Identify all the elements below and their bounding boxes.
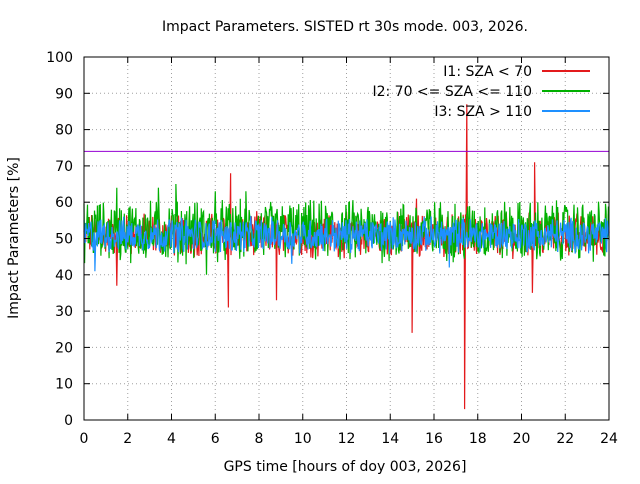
chart-title: Impact Parameters. SISTED rt 30s mode. 0… — [162, 19, 528, 35]
y-tick-label: 100 — [46, 50, 73, 66]
y-tick-label: 0 — [64, 413, 73, 429]
x-tick-label: 0 — [80, 431, 89, 447]
x-tick-label: 10 — [294, 431, 312, 447]
x-axis-label: GPS time [hours of doy 003, 2026] — [224, 459, 467, 475]
x-tick-label: 8 — [255, 431, 264, 447]
x-tick-label: 2 — [123, 431, 132, 447]
x-tick-label: 14 — [381, 431, 399, 447]
y-tick-label: 70 — [55, 159, 73, 175]
x-tick-label: 16 — [425, 431, 443, 447]
x-tick-label: 22 — [556, 431, 574, 447]
y-tick-label: 10 — [55, 377, 73, 393]
x-tick-label: 6 — [211, 431, 220, 447]
y-tick-label: 80 — [55, 123, 73, 139]
legend-label: I2: 70 <= SZA <= 110 — [372, 84, 532, 100]
legend-label: I3: SZA > 110 — [434, 104, 532, 120]
series-line-i3 — [83, 215, 610, 272]
x-tick-label: 20 — [513, 431, 531, 447]
y-tick-label: 30 — [55, 304, 73, 320]
y-axis-label: Impact Parameters [%] — [6, 157, 22, 319]
series-line-i2 — [83, 183, 610, 275]
axes: 0 2 4 6 8 10 12 14 16 18 20 22 240102030405060708090… — [46, 50, 618, 447]
y-tick-label: 50 — [55, 232, 73, 248]
y-tick-label: 20 — [55, 340, 73, 356]
x-tick-label: 24 — [600, 431, 618, 447]
y-tick-label: 60 — [55, 195, 73, 211]
y-tick-label: 90 — [55, 86, 73, 102]
grid — [84, 57, 609, 420]
x-tick-label: 12 — [338, 431, 356, 447]
x-tick-label: 18 — [469, 431, 487, 447]
legend: I1: SZA < 70 I2: 70 <= SZA <= 110 I3: SZA … — [372, 64, 590, 120]
y-tick-label: 40 — [55, 268, 73, 284]
legend-label: I1: SZA < 70 — [443, 64, 532, 80]
x-tick-label: 4 — [167, 431, 176, 447]
plot-area — [83, 104, 610, 410]
